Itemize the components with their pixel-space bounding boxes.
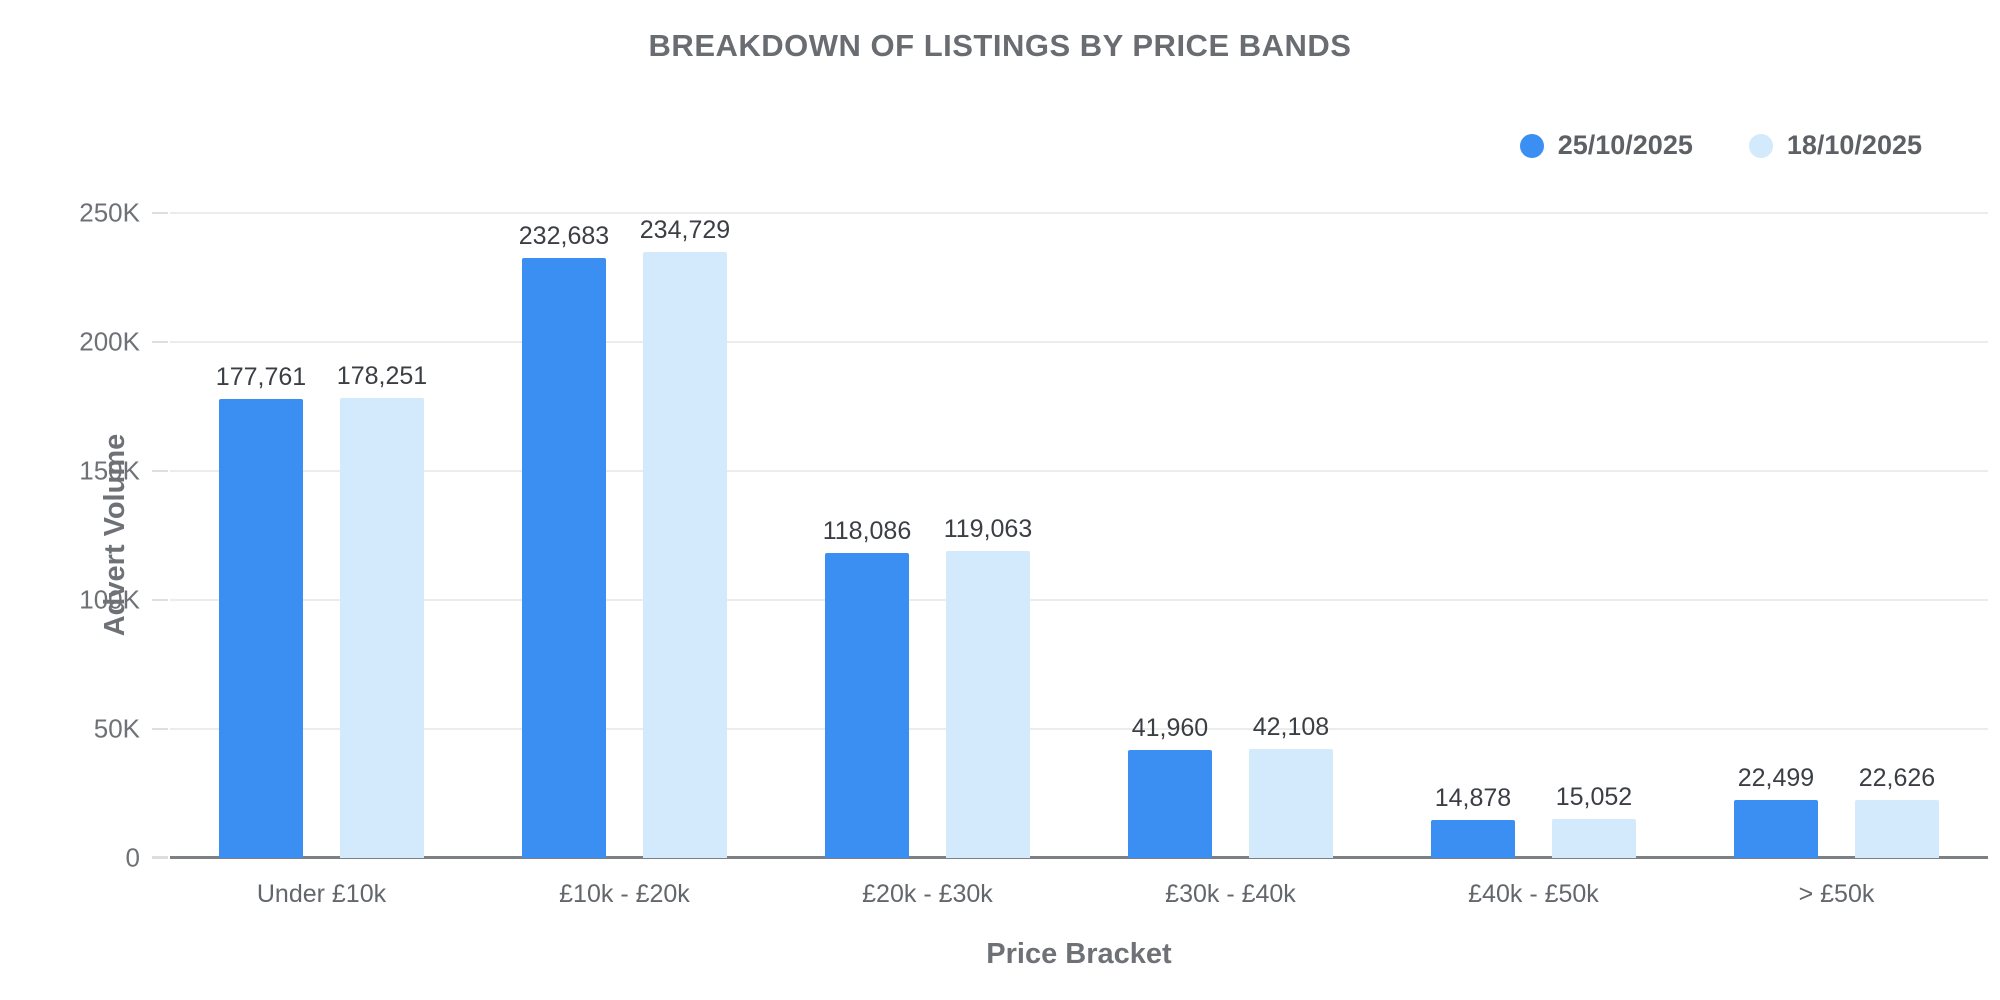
bar-column: 42,108 — [1248, 213, 1333, 858]
x-axis-line — [152, 856, 1988, 859]
bar-group: 177,761 178,251 Under £10k — [170, 213, 473, 908]
bar-value-label: 14,878 — [1434, 783, 1512, 812]
y-axis-tick — [152, 212, 168, 214]
legend-label: 25/10/2025 — [1557, 130, 1693, 160]
x-category-label: Under £10k — [256, 880, 387, 908]
x-category-label: £30k - £40k — [1165, 880, 1296, 908]
legend: 25/10/2025 18/10/2025 — [1519, 130, 1922, 161]
bar-value-label: 22,626 — [1858, 763, 1936, 792]
y-axis-tick — [152, 856, 168, 859]
bar-value-label: 22,499 — [1737, 763, 1815, 792]
bar-column: 15,052 — [1551, 213, 1636, 858]
bar-column: 22,626 — [1854, 213, 1939, 858]
bar-25/10/2025[interactable] — [218, 399, 303, 858]
bar-18/10/2025[interactable] — [339, 398, 424, 858]
bar-25/10/2025[interactable] — [1127, 749, 1212, 858]
y-axis-tick — [152, 599, 168, 601]
bar-value-label: 15,052 — [1555, 783, 1633, 812]
y-tick-label: 150K — [79, 455, 140, 486]
bar-25/10/2025[interactable] — [824, 553, 909, 858]
chart-title: BREAKDOWN OF LISTINGS BY PRICE BANDS — [648, 28, 1352, 63]
y-axis-tick — [152, 470, 168, 472]
bar-25/10/2025[interactable] — [1430, 819, 1515, 858]
legend-item-series-1[interactable]: 25/10/2025 — [1519, 130, 1693, 161]
x-category-label: £40k - £50k — [1468, 880, 1599, 908]
y-axis-tick — [152, 341, 168, 343]
bar-column: 178,251 — [336, 213, 428, 858]
y-tick-label: 100K — [79, 584, 140, 615]
legend-item-series-2[interactable]: 18/10/2025 — [1748, 130, 1922, 161]
y-tick-label: 250K — [79, 197, 140, 228]
bar-18/10/2025[interactable] — [1854, 799, 1939, 858]
bar-25/10/2025[interactable] — [1733, 799, 1818, 858]
bar-column: 232,683 — [518, 213, 610, 858]
gridline — [152, 341, 1988, 343]
bar-25/10/2025[interactable] — [521, 257, 606, 858]
bar-column: 41,960 — [1127, 213, 1212, 858]
plot-area: 0 50K 100K 150K 200K 250K 177,761 178,251 Under… — [79, 198, 1988, 908]
bar-value-label: 118,086 — [822, 517, 912, 546]
y-tick-label: 0 — [125, 842, 140, 873]
bar-value-label: 234,729 — [639, 216, 731, 245]
legend-label: 18/10/2025 — [1786, 130, 1922, 160]
bar-value-label: 177,761 — [215, 363, 307, 392]
gridline — [152, 728, 1988, 730]
gridline — [152, 599, 1988, 601]
bar-value-label: 41,960 — [1131, 713, 1209, 742]
bar-value-label: 42,108 — [1252, 713, 1330, 742]
bar-group: 14,878 15,052 £40k - £50k — [1382, 213, 1685, 908]
y-axis-tick — [152, 728, 168, 730]
bar-group: 118,086 119,063 £20k - £30k — [776, 213, 1079, 908]
x-category-label: £20k - £30k — [862, 880, 993, 908]
bar-group: 22,499 22,626 > £50k — [1685, 213, 1988, 908]
bar-column: 119,063 — [943, 213, 1033, 858]
bar-column: 234,729 — [639, 213, 731, 858]
gridline — [152, 470, 1988, 472]
x-category-label: > £50k — [1798, 880, 1875, 908]
bar-group: 232,683 234,729 £10k - £20k — [473, 213, 776, 908]
bar-column: 118,086 — [822, 213, 912, 858]
x-axis-title: Price Bracket — [986, 938, 1172, 970]
bar-value-label: 178,251 — [336, 362, 428, 391]
bar-18/10/2025[interactable] — [1551, 819, 1636, 858]
x-category-label: £10k - £20k — [559, 880, 690, 908]
bar-18/10/2025[interactable] — [1248, 749, 1333, 858]
bar-value-label: 119,063 — [943, 514, 1033, 543]
bar-column: 22,499 — [1733, 213, 1818, 858]
bar-value-label: 232,683 — [518, 221, 610, 250]
gridline — [152, 212, 1988, 214]
bar-group: 41,960 42,108 £30k - £40k — [1079, 213, 1382, 908]
y-tick-label: 200K — [79, 326, 140, 357]
y-tick-label: 50K — [93, 713, 140, 744]
bar-column: 177,761 — [215, 213, 307, 858]
legend-dot-icon — [1748, 133, 1773, 158]
bar-column: 14,878 — [1430, 213, 1515, 858]
bar-18/10/2025[interactable] — [642, 252, 727, 858]
bar-18/10/2025[interactable] — [945, 550, 1030, 858]
legend-dot-icon — [1519, 133, 1544, 158]
